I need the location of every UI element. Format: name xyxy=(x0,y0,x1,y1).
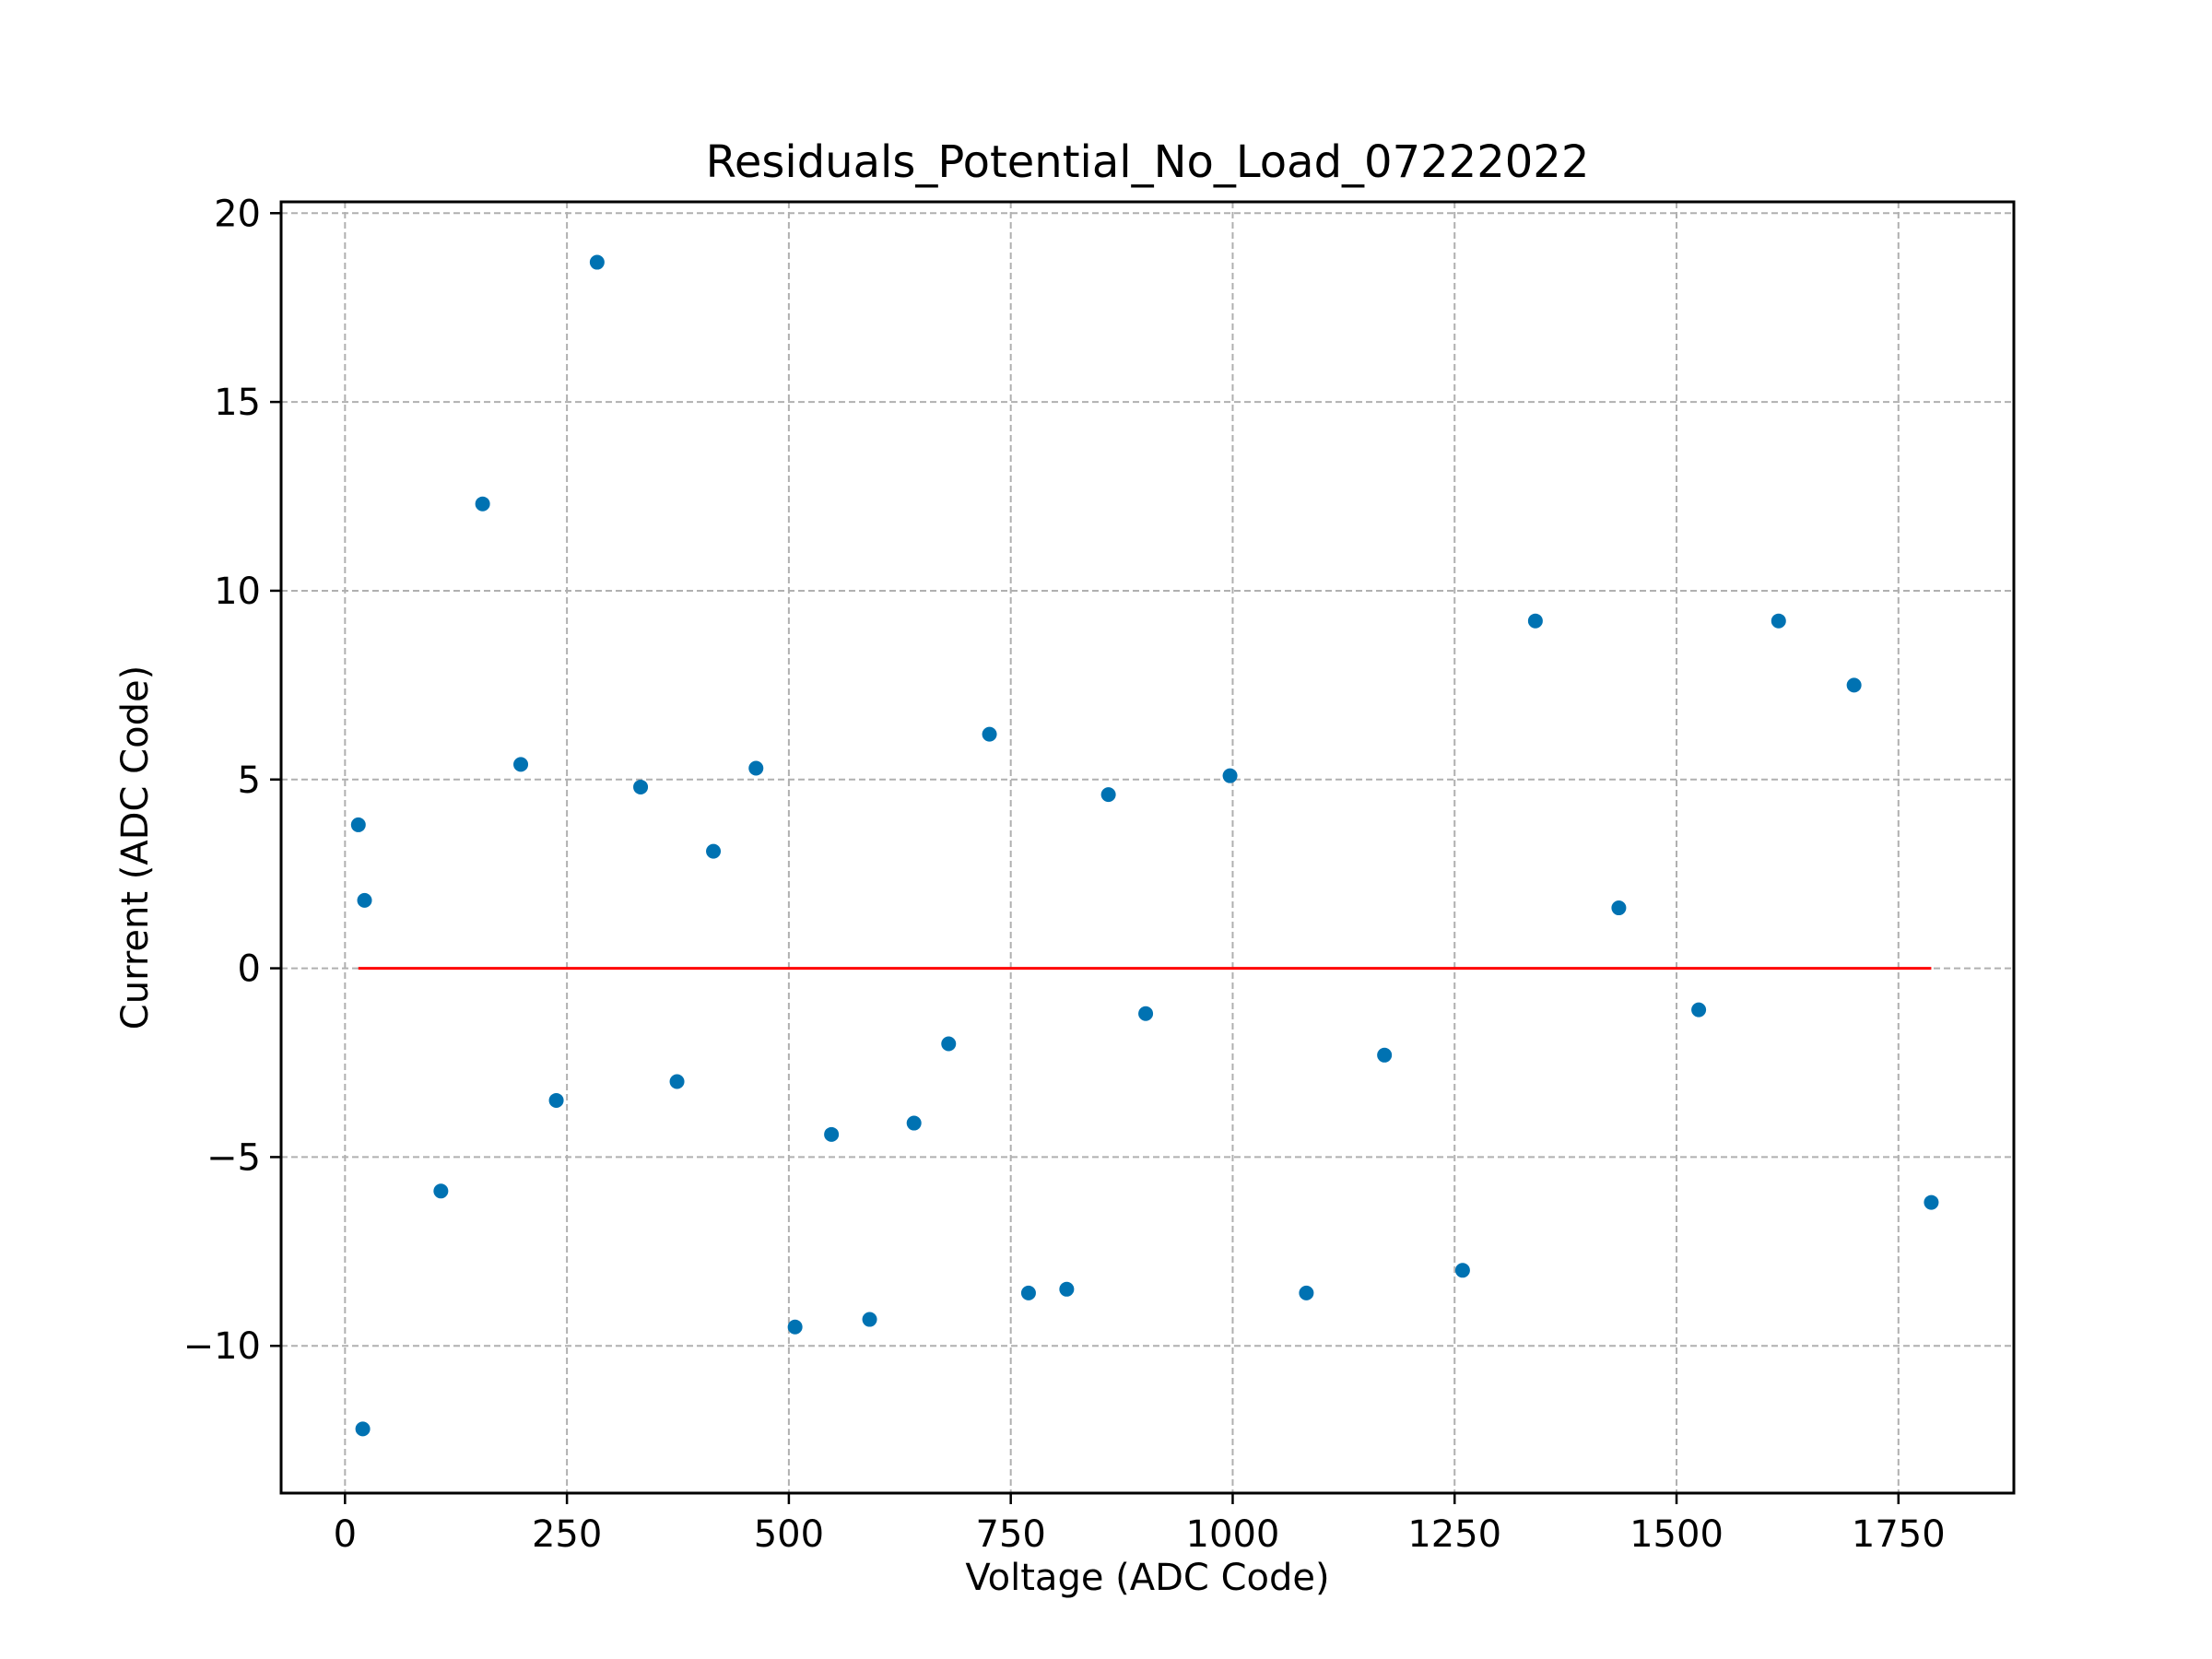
x-tick-label: 0 xyxy=(334,1513,357,1556)
data-point xyxy=(1846,677,1862,693)
data-point xyxy=(669,1074,685,1089)
chart-title: Residuals_Potential_No_Load_07222022 xyxy=(706,136,1590,188)
x-tick-label: 500 xyxy=(754,1513,824,1556)
x-tick-label: 1250 xyxy=(1407,1513,1501,1556)
y-tick-label: 20 xyxy=(214,193,261,235)
y-tick-label: −5 xyxy=(206,1136,261,1179)
data-point xyxy=(706,843,722,859)
y-tick-label: 10 xyxy=(214,571,261,613)
data-series xyxy=(350,254,1939,1437)
y-tick-label: −10 xyxy=(183,1325,261,1368)
data-point xyxy=(824,1126,840,1142)
data-point xyxy=(1020,1285,1036,1300)
data-point xyxy=(513,757,529,772)
y-tick-label: 15 xyxy=(214,382,261,424)
data-point xyxy=(748,760,764,776)
x-tick-label: 1000 xyxy=(1186,1513,1280,1556)
data-point xyxy=(941,1036,957,1052)
y-tick-label: 0 xyxy=(238,948,261,991)
data-point xyxy=(1138,1006,1154,1021)
grid-lines xyxy=(281,202,2014,1493)
data-point xyxy=(787,1319,803,1335)
data-point xyxy=(350,817,366,832)
data-point xyxy=(906,1115,922,1131)
data-point xyxy=(355,1421,371,1437)
x-tick-label: 250 xyxy=(532,1513,602,1556)
axis-ticks: 0 250 500 750 1000 1250 1500 1750 −10 −5 0 5 10 15 20 xyxy=(183,193,1946,1556)
data-point xyxy=(589,254,605,270)
data-point xyxy=(1611,900,1627,916)
plot-area-frame xyxy=(279,200,2016,1495)
data-point xyxy=(1454,1263,1470,1278)
data-point xyxy=(862,1312,877,1327)
x-tick-label: 750 xyxy=(976,1513,1046,1556)
data-point xyxy=(1771,613,1786,629)
data-point xyxy=(475,496,490,512)
data-point xyxy=(633,779,649,794)
data-point xyxy=(982,726,997,742)
data-point xyxy=(1691,1002,1707,1018)
data-point xyxy=(1924,1194,1939,1210)
data-point xyxy=(1059,1281,1075,1297)
data-point xyxy=(433,1183,449,1199)
x-tick-label: 1500 xyxy=(1630,1513,1724,1556)
data-point xyxy=(1527,613,1543,629)
data-point xyxy=(1299,1285,1314,1300)
data-point xyxy=(357,892,372,908)
y-axis-label: Current (ADC Code) xyxy=(114,665,157,1030)
data-point xyxy=(548,1092,564,1108)
x-tick-label: 1750 xyxy=(1852,1513,1946,1556)
data-point xyxy=(1377,1047,1393,1063)
x-axis-label: Voltage (ADC Code) xyxy=(965,1557,1329,1599)
data-point xyxy=(1222,768,1238,783)
data-point xyxy=(1100,787,1116,803)
y-tick-label: 5 xyxy=(238,759,261,802)
